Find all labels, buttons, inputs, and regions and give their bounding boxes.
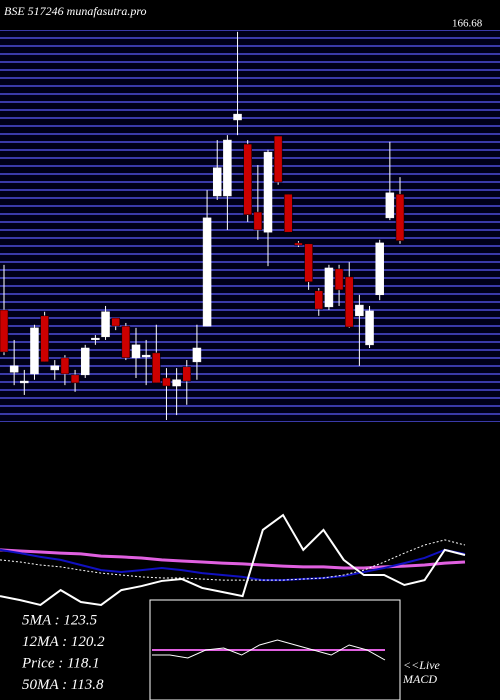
macd-note: <<Live <box>403 658 441 672</box>
candle-body <box>20 380 29 384</box>
candle-body <box>304 243 313 283</box>
candle-body <box>263 151 273 233</box>
candle-body <box>50 365 60 371</box>
indicator-line <box>0 539 466 581</box>
candle-body <box>395 193 405 241</box>
candle-body <box>314 290 324 310</box>
candle-body <box>101 311 110 338</box>
legend-entry: 5MA : 123.5 <box>22 612 98 628</box>
price-panel <box>0 30 500 422</box>
macd-title: MACD <box>402 672 437 686</box>
legend-entry: 12MA : 120.2 <box>22 634 105 650</box>
candle-body <box>324 267 334 308</box>
candle-body <box>284 193 293 233</box>
candle-body <box>233 113 242 121</box>
candle-body <box>40 315 49 363</box>
candle-body <box>80 347 90 376</box>
candle-body <box>202 217 212 327</box>
indicator-line <box>152 639 386 661</box>
legend-entry: 50MA : 113.8 <box>22 677 104 693</box>
top-price-label: 166.68 <box>452 18 483 30</box>
candle-body <box>60 357 70 375</box>
candle-body <box>172 379 181 387</box>
candle-body <box>70 374 80 384</box>
candle-body <box>365 310 374 346</box>
candle-body <box>192 347 202 363</box>
candle-body <box>121 325 131 359</box>
chart-title: BSE 517246 munafasutra.pro <box>4 4 147 18</box>
candle-body <box>334 268 344 291</box>
candle-body <box>294 242 303 246</box>
candle-body <box>91 337 100 340</box>
candle-body <box>253 211 263 231</box>
legend-entry: Price : 118.1 <box>21 655 100 671</box>
candle-body <box>355 304 364 317</box>
candle-body <box>243 143 252 215</box>
candle-body <box>162 377 171 387</box>
candle-body <box>0 309 9 353</box>
candle-body <box>30 327 39 375</box>
candle-body <box>212 167 222 197</box>
candle-body <box>182 366 192 382</box>
candle-body <box>385 192 395 219</box>
indicator-line <box>0 513 466 607</box>
candle-body <box>9 365 19 373</box>
candle-body <box>375 242 384 296</box>
candle-body <box>223 139 232 197</box>
candle-body <box>111 317 120 327</box>
candle-body <box>152 352 161 384</box>
indicator-line <box>0 548 466 582</box>
candle-body <box>141 354 151 358</box>
candle-body <box>131 344 141 359</box>
candle-body <box>273 135 283 183</box>
candle-body <box>344 276 354 328</box>
